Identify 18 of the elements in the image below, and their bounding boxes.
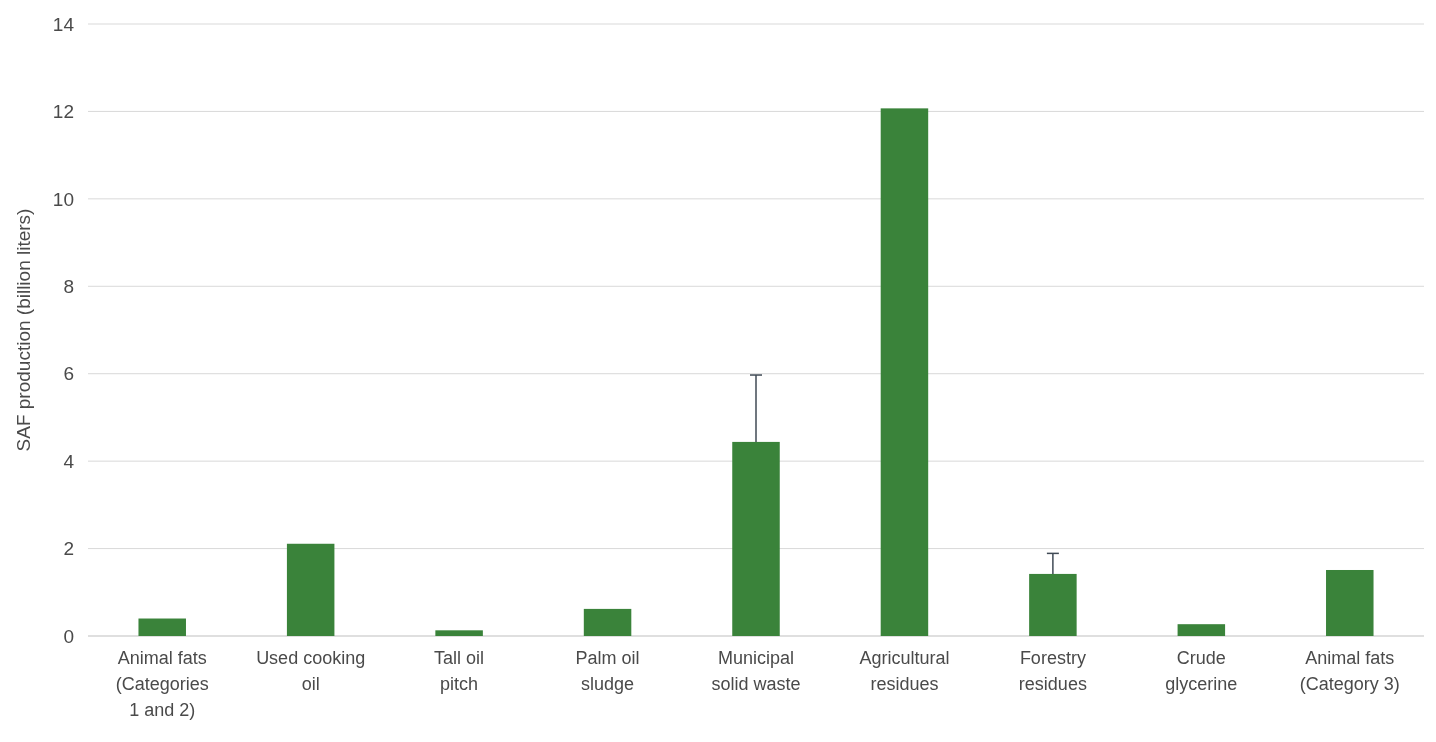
x-tick-label: Forestry residues xyxy=(1018,648,1087,694)
y-tick-label: 10 xyxy=(52,188,74,210)
y-tick-label: 8 xyxy=(63,275,74,297)
y-tick-label: 2 xyxy=(63,538,74,560)
x-tick-label: Municipal solid waste xyxy=(711,648,801,694)
y-tick-label: 6 xyxy=(63,363,74,385)
y-tick-label: 12 xyxy=(52,101,74,123)
x-tick-label: Animal fats (Categories 1 and 2) xyxy=(115,648,209,720)
y-tick-label: 4 xyxy=(63,450,75,472)
x-tick-label: Animal fats (Category 3) xyxy=(1299,648,1400,694)
y-axis-title: SAF production (billion liters) xyxy=(13,208,34,452)
x-tick-label: Agricultural residues xyxy=(859,648,950,694)
y-tick-label: 14 xyxy=(52,13,75,35)
x-tick-label: Palm oil sludge xyxy=(575,648,640,694)
x-tick-label: Crude glycerine xyxy=(1165,648,1238,694)
x-tick-label: Tall oil pitch xyxy=(434,648,485,694)
x-tick-label: Used cooking oil xyxy=(256,648,366,694)
y-tick-label: 0 xyxy=(63,625,74,647)
